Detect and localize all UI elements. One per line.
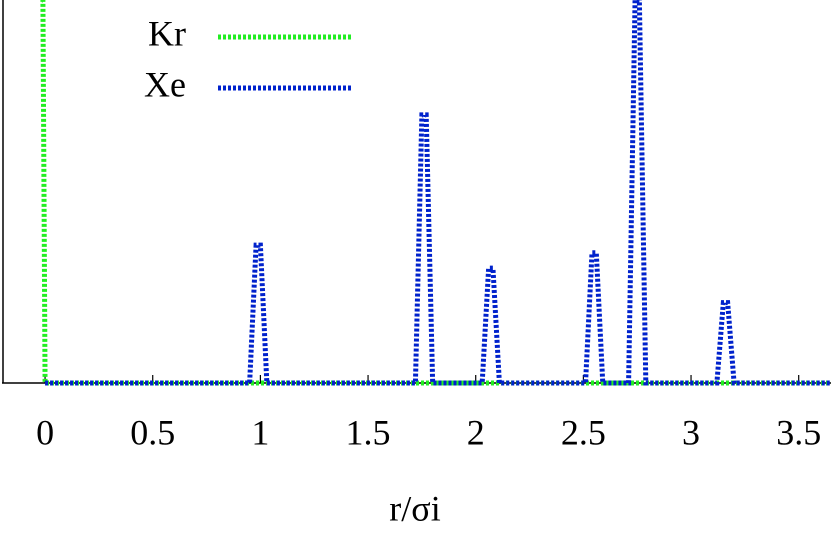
x-tick-label: 1: [251, 412, 269, 452]
data-line: [40, 0, 831, 386]
x-tick-label: 3.5: [776, 412, 821, 452]
x-tick-label: 0: [36, 412, 54, 452]
x-tick-label: 0.5: [130, 412, 175, 452]
data-line: [45, 0, 831, 386]
x-tick-label: 1.5: [346, 412, 391, 452]
x-tick-label: 2: [467, 412, 485, 452]
legend-label: Kr: [148, 13, 186, 53]
x-tick-label: 3: [682, 412, 700, 452]
x-tick-label: 2.5: [561, 412, 606, 452]
x-axis-label: r/σi: [389, 488, 440, 528]
legend-label: Xe: [144, 64, 186, 104]
